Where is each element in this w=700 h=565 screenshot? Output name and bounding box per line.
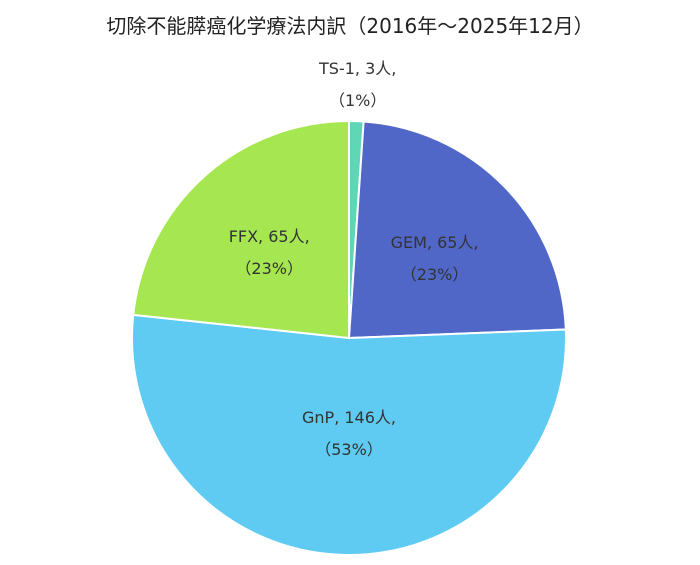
slice-name-label: GEM, 65人,: [391, 233, 479, 252]
pie-slices: [131, 119, 567, 557]
pie-slice-ffx: [132, 119, 350, 340]
slice-percent-label: （53%）: [315, 440, 383, 459]
slice-percent-label: （23%）: [235, 259, 303, 278]
pie-slice-gnp: [131, 313, 567, 557]
slice-name-label: GnP, 146人,: [302, 408, 396, 427]
slice-percent-label: （1%）: [329, 91, 386, 110]
slice-percent-label: （23%）: [401, 265, 469, 284]
chart-title: 切除不能膵癌化学療法内訳（2016年～2025年12月）: [106, 14, 593, 38]
slice-name-label: FFX, 65人,: [229, 227, 310, 246]
pie-slice-gem: [347, 120, 567, 340]
slice-name-label: TS-1, 3人,: [318, 59, 396, 78]
pie-labels: TS-1, 3人, （1%） GEM, 65人, （23%） GnP, 146人, （53…: [229, 59, 479, 459]
